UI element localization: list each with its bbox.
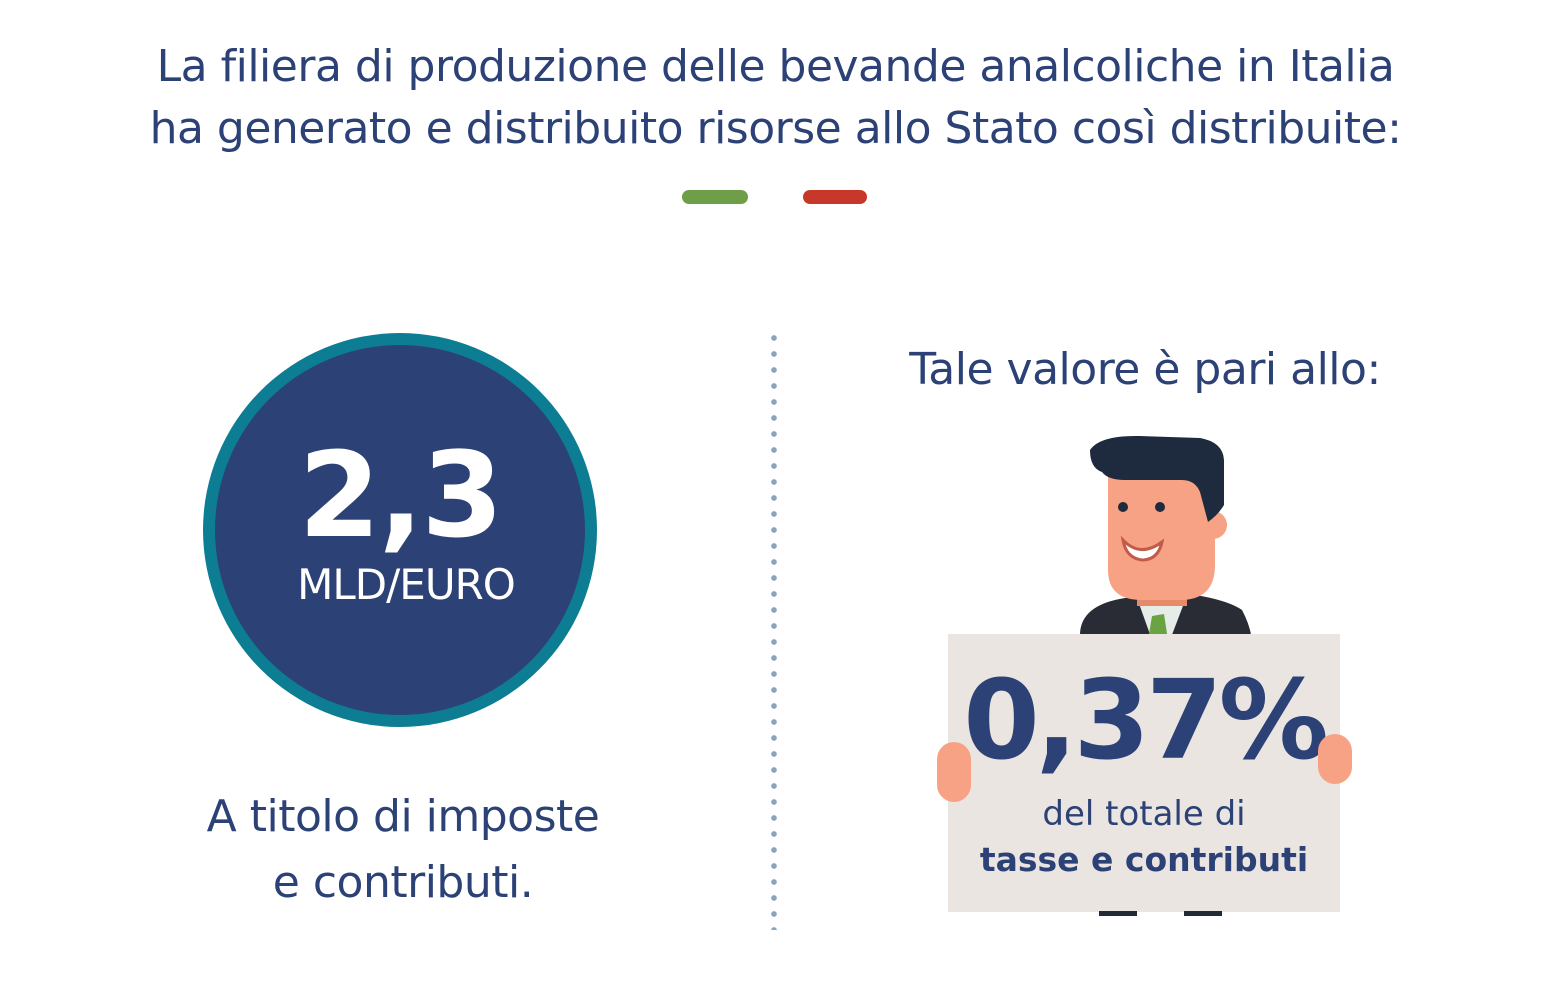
right-leg [1184,911,1222,916]
sign-percent: 0,37% [963,656,1329,784]
title-line-2: ha generato e distribuito risorse allo S… [149,103,1402,154]
green-accent-bar [682,190,748,204]
left-caption-line-1: A titolo di imposte [206,791,600,842]
red-accent-bar [803,190,867,204]
sign-board [948,634,1340,912]
sign-text-line-1: del totale di [1042,794,1246,834]
title-line-1: La filiera di produzione delle bevande a… [156,41,1395,92]
left-caption: A titolo di imposte e contributi. [0,784,806,916]
left-hand [937,742,971,802]
total-value: 2,3 [298,426,503,564]
right-heading: Tale valore è pari allo: [909,344,1381,395]
left-leg [1099,911,1137,916]
left-caption-line-2: e contributi. [272,857,534,908]
value-unit: MLD/EURO [297,560,516,609]
right-hand [1318,734,1352,784]
value-circle-inner [215,345,585,715]
value-circle [203,333,597,727]
page-title: La filiera di produzione delle bevande a… [0,36,1551,160]
dotted-divider [770,330,778,930]
businessman-icon [1080,435,1252,640]
sign-text-line-2: tasse e contributi [979,840,1309,879]
